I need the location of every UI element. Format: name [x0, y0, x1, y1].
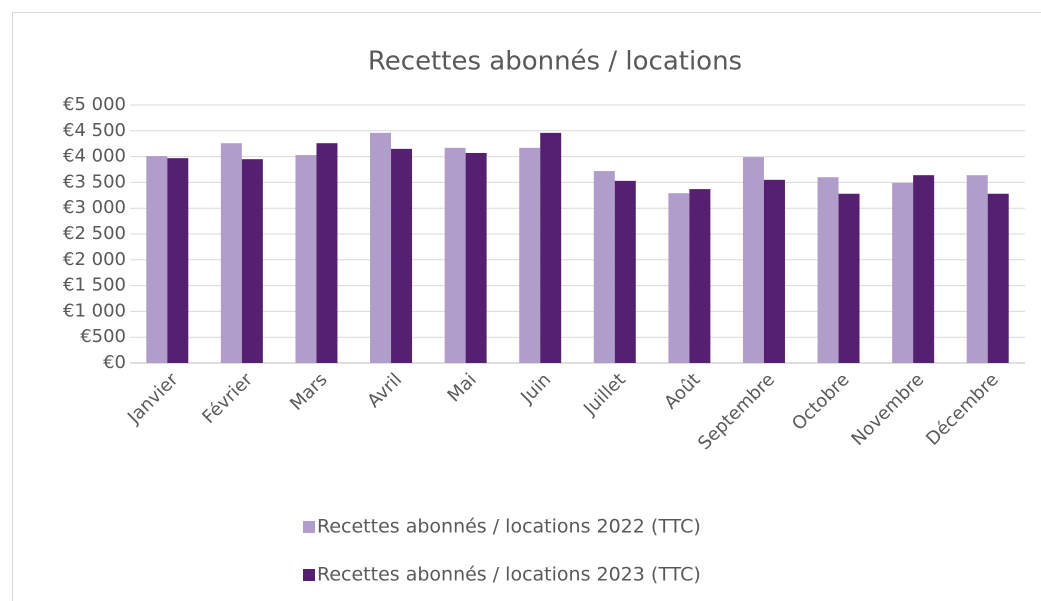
bar [614, 180, 636, 363]
bar [742, 157, 764, 363]
bar [241, 159, 263, 363]
bar [987, 193, 1009, 363]
bar [668, 193, 690, 363]
bar [220, 143, 242, 363]
bar [146, 156, 168, 363]
y-tick-label: €4 500 [63, 120, 126, 141]
legend-swatch [303, 569, 315, 581]
bar [167, 158, 189, 363]
bar [763, 179, 785, 363]
y-tick-label: €3 500 [63, 171, 126, 192]
bar [913, 175, 935, 363]
y-tick-label: €3 000 [63, 197, 126, 218]
bar [370, 132, 392, 363]
bar [444, 147, 466, 363]
y-tick-label: €4 000 [63, 146, 126, 167]
bar [593, 171, 615, 363]
bar [838, 193, 860, 363]
y-tick-label: €500 [80, 326, 126, 347]
legend-swatch [303, 521, 315, 533]
bar [391, 148, 413, 363]
bar [966, 175, 988, 363]
chart-title: Recettes abonnés / locations [368, 47, 742, 77]
legend-label: Recettes abonnés / locations 2023 (TTC) [317, 564, 701, 586]
y-tick-label: €2 000 [63, 249, 126, 270]
y-tick-label: €1 500 [63, 275, 126, 296]
bar [465, 152, 487, 363]
y-tick-label: €0 [103, 352, 126, 373]
legend-label: Recettes abonnés / locations 2022 (TTC) [317, 516, 701, 538]
bar [316, 143, 338, 363]
bar [519, 147, 541, 363]
bar [540, 132, 562, 363]
y-tick-label: €5 000 [63, 94, 126, 115]
bar [295, 155, 317, 363]
bar [817, 177, 839, 363]
bar [689, 189, 711, 363]
y-tick-label: €2 500 [63, 223, 126, 244]
y-tick-label: €1 000 [63, 300, 126, 321]
bar [892, 182, 914, 363]
